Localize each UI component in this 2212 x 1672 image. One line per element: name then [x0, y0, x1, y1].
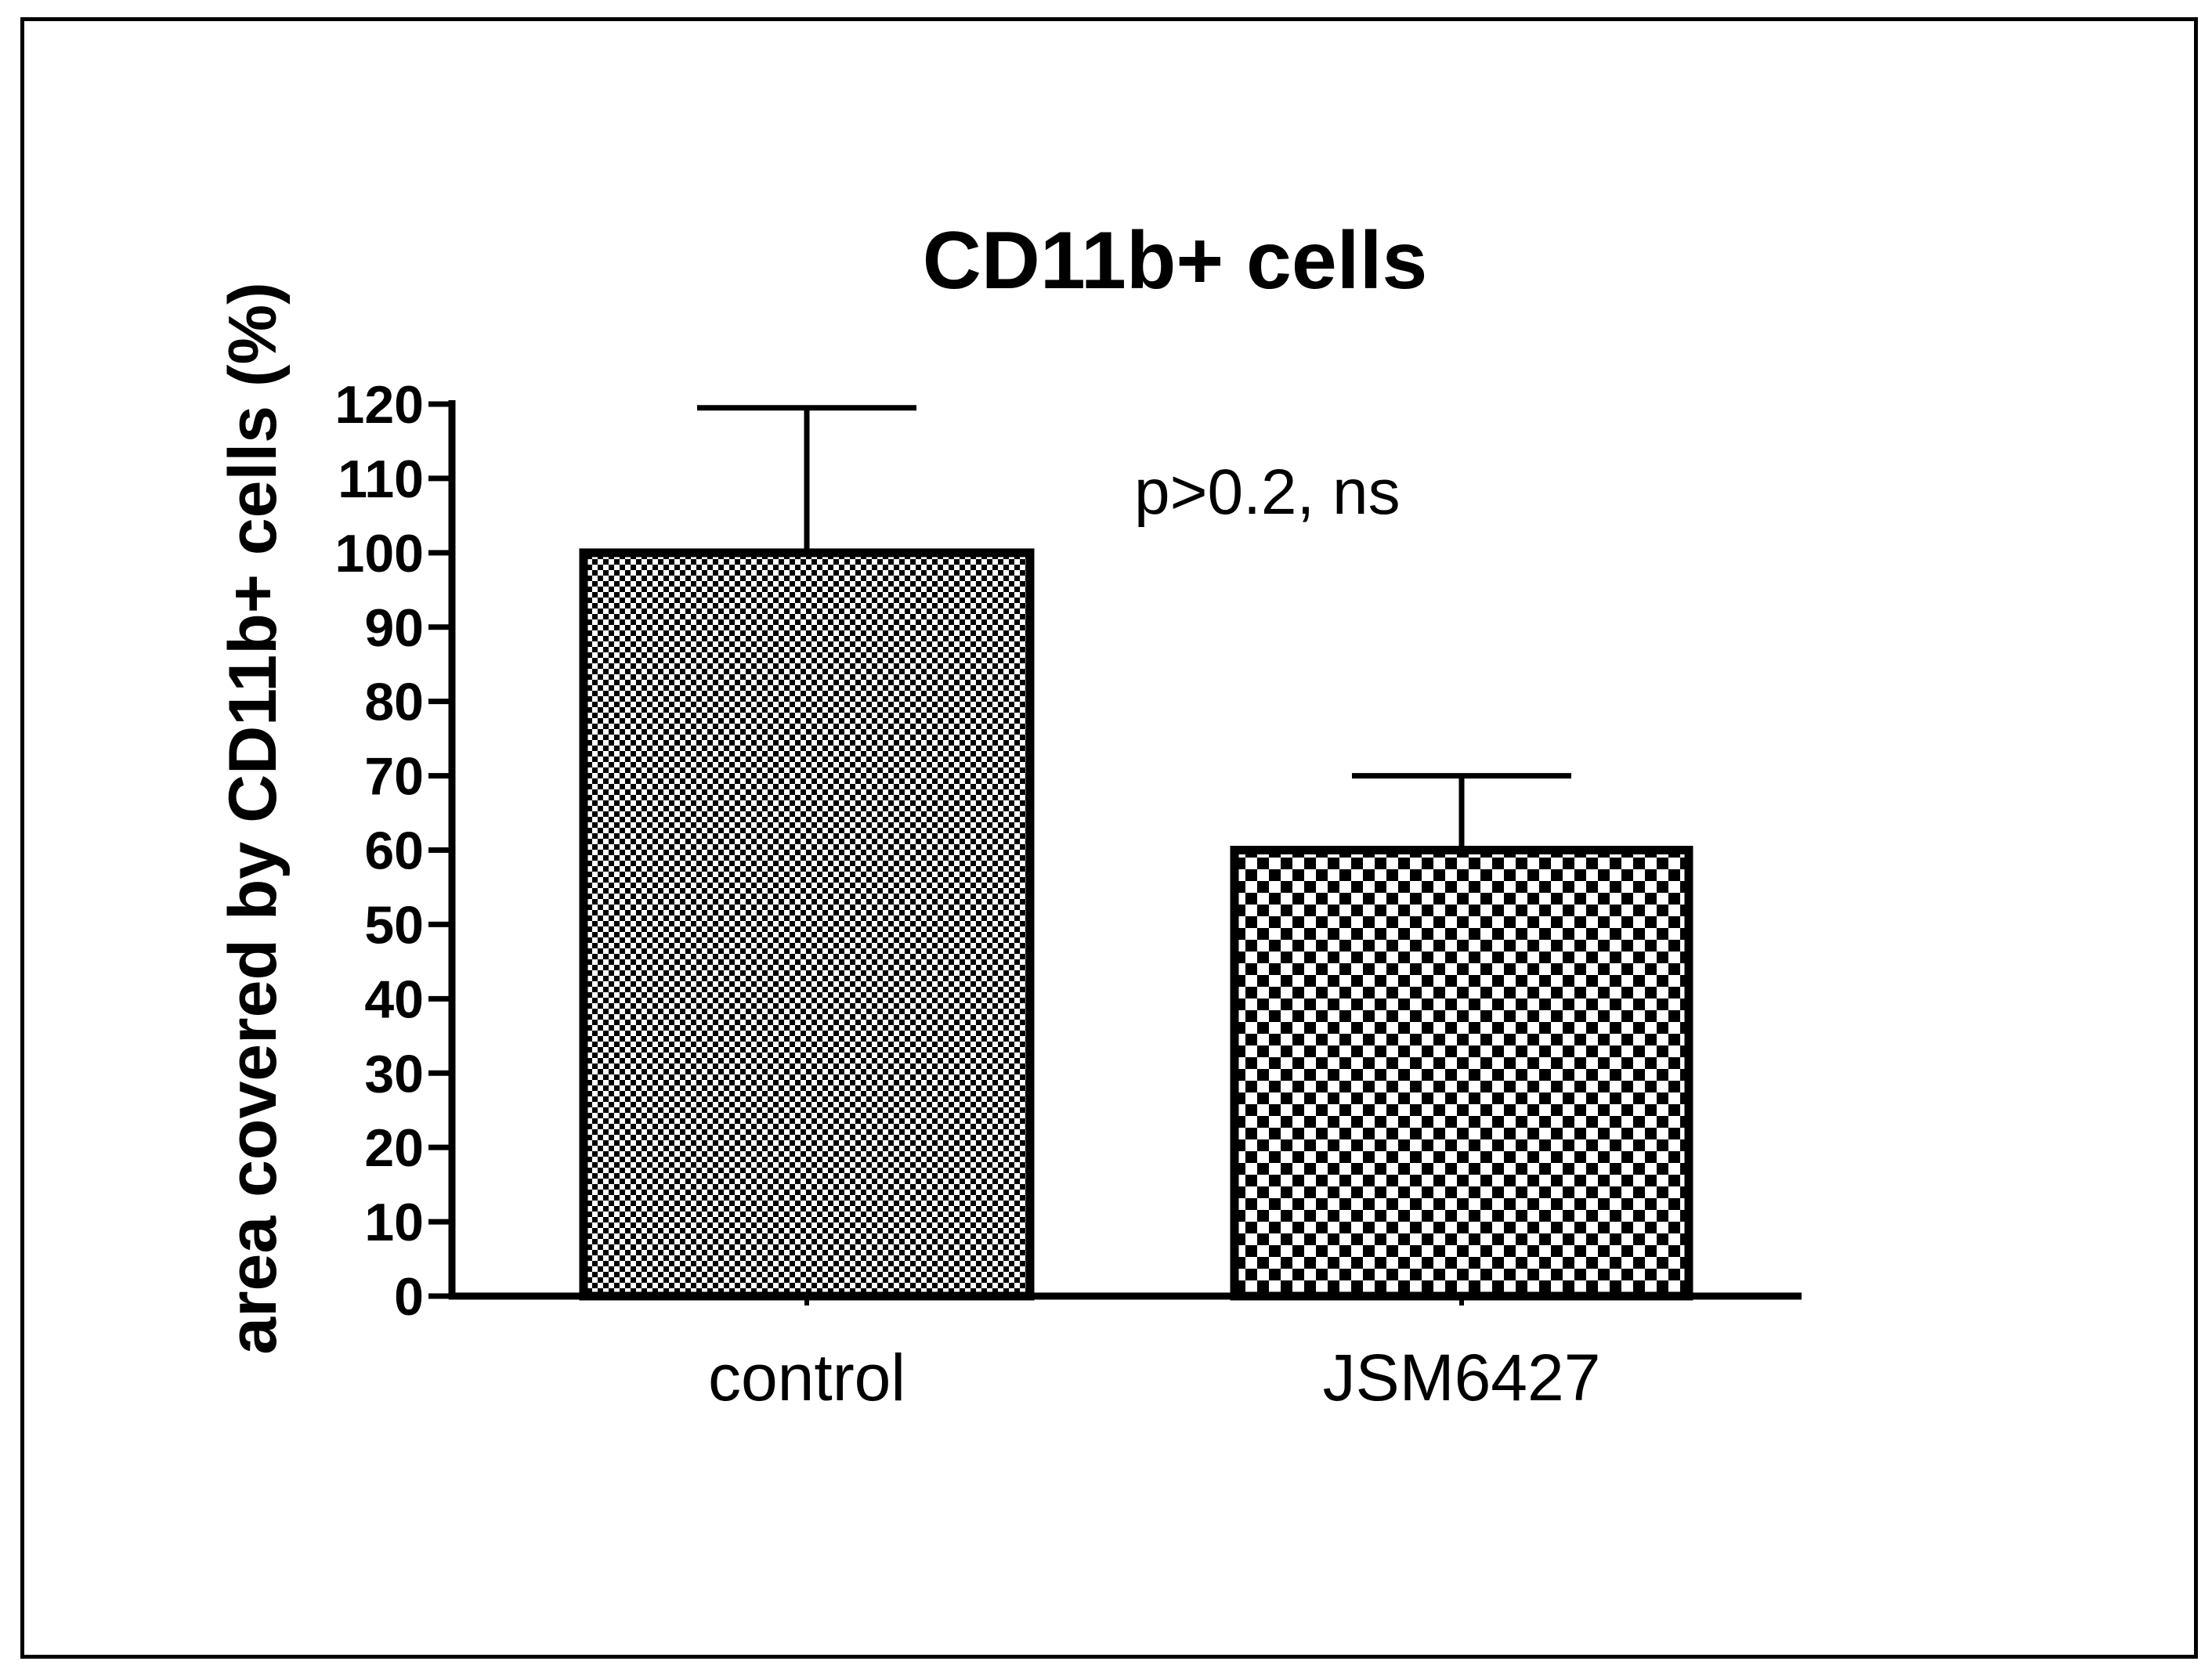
chart-title: CD11b+ cells	[923, 215, 1428, 306]
y-tick-label: 0	[394, 1267, 424, 1327]
y-tick-label: 80	[364, 673, 424, 732]
y-tick-label: 120	[335, 375, 424, 435]
y-axis-label: area covered by CD11b+ cells (%)	[215, 282, 291, 1355]
bar-control	[579, 548, 1035, 1301]
y-tick-label: 100	[335, 524, 424, 583]
y-tick-label: 30	[364, 1044, 424, 1103]
y-tick-label: 40	[364, 970, 424, 1029]
x-tick-label: JSM6427	[1323, 1341, 1601, 1414]
y-tick-label: 110	[338, 450, 424, 509]
y-tick-label: 90	[364, 598, 424, 658]
error-bars	[697, 405, 1571, 850]
significance-annotation: p>0.2, ns	[1134, 457, 1401, 528]
y-tick-label: 70	[364, 747, 424, 807]
x-axis-labels: control JSM6427	[708, 1296, 1601, 1414]
y-tick-label: 50	[364, 895, 424, 955]
bars	[579, 548, 1693, 1301]
figure-frame	[20, 17, 2198, 1659]
y-tick-label: 20	[364, 1118, 424, 1178]
bar-jsm6427	[1230, 846, 1693, 1301]
axes	[448, 400, 1802, 1300]
x-tick-label: control	[708, 1341, 905, 1414]
y-tick-label: 60	[364, 822, 424, 881]
y-tick-label: 10	[364, 1193, 424, 1252]
y-axis-ticks: 0 10 20 30 40 50 60 70 80 90 100 110 120	[335, 375, 452, 1327]
